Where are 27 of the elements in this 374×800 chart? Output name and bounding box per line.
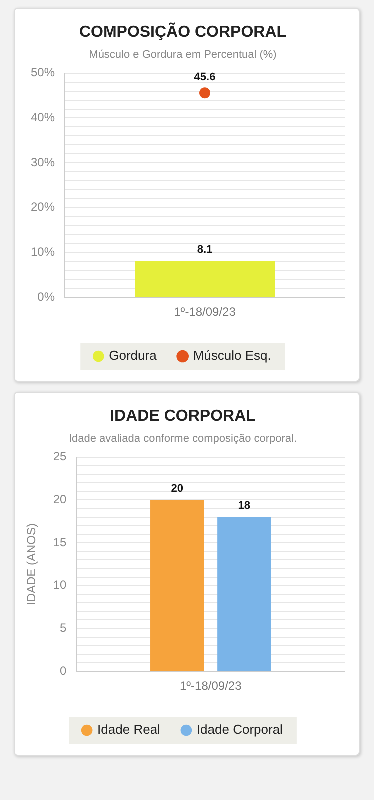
y-tick-label: 20 <box>53 492 68 507</box>
y-tick-label: 15 <box>53 535 68 550</box>
data-label: 20 <box>171 482 184 495</box>
y-tick-label: 0 <box>60 664 68 678</box>
y-axis-title: IDADE (ANOS) <box>24 523 39 606</box>
y-tick-label: 5 <box>60 621 68 636</box>
legend-label: Gordura <box>109 348 158 364</box>
data-label: 45.6 <box>194 72 216 84</box>
y-tick-label: 0% <box>38 290 56 304</box>
y-tick-label: 20% <box>30 200 56 214</box>
chart-subtitle: Idade avaliada conforme composição corporal. <box>68 432 298 445</box>
y-tick-label: 10% <box>30 245 56 260</box>
y-tick-label: 40% <box>30 110 56 125</box>
x-tick-label: 1º-18/09/23 <box>174 305 236 320</box>
y-tick-label: 50% <box>30 66 56 80</box>
legend-label: Idade Real <box>98 722 161 738</box>
y-tick-label: 25 <box>53 450 68 464</box>
legend-label: Músculo Esq. <box>193 348 272 364</box>
chart-title: COMPOSIÇÃO CORPORAL <box>79 22 287 42</box>
y-tick-label: 10 <box>53 578 68 592</box>
data-label: 8.1 <box>197 244 213 256</box>
chart-title: IDADE CORPORAL <box>110 408 256 426</box>
x-tick-label: 1º-18/09/23 <box>180 679 242 694</box>
chart-subtitle: Músculo e Gordura em Percentual (%) <box>89 48 277 61</box>
y-tick-label: 30% <box>30 155 56 170</box>
data-label: 18 <box>238 500 251 512</box>
legend-label: Idade Corporal <box>196 722 284 738</box>
